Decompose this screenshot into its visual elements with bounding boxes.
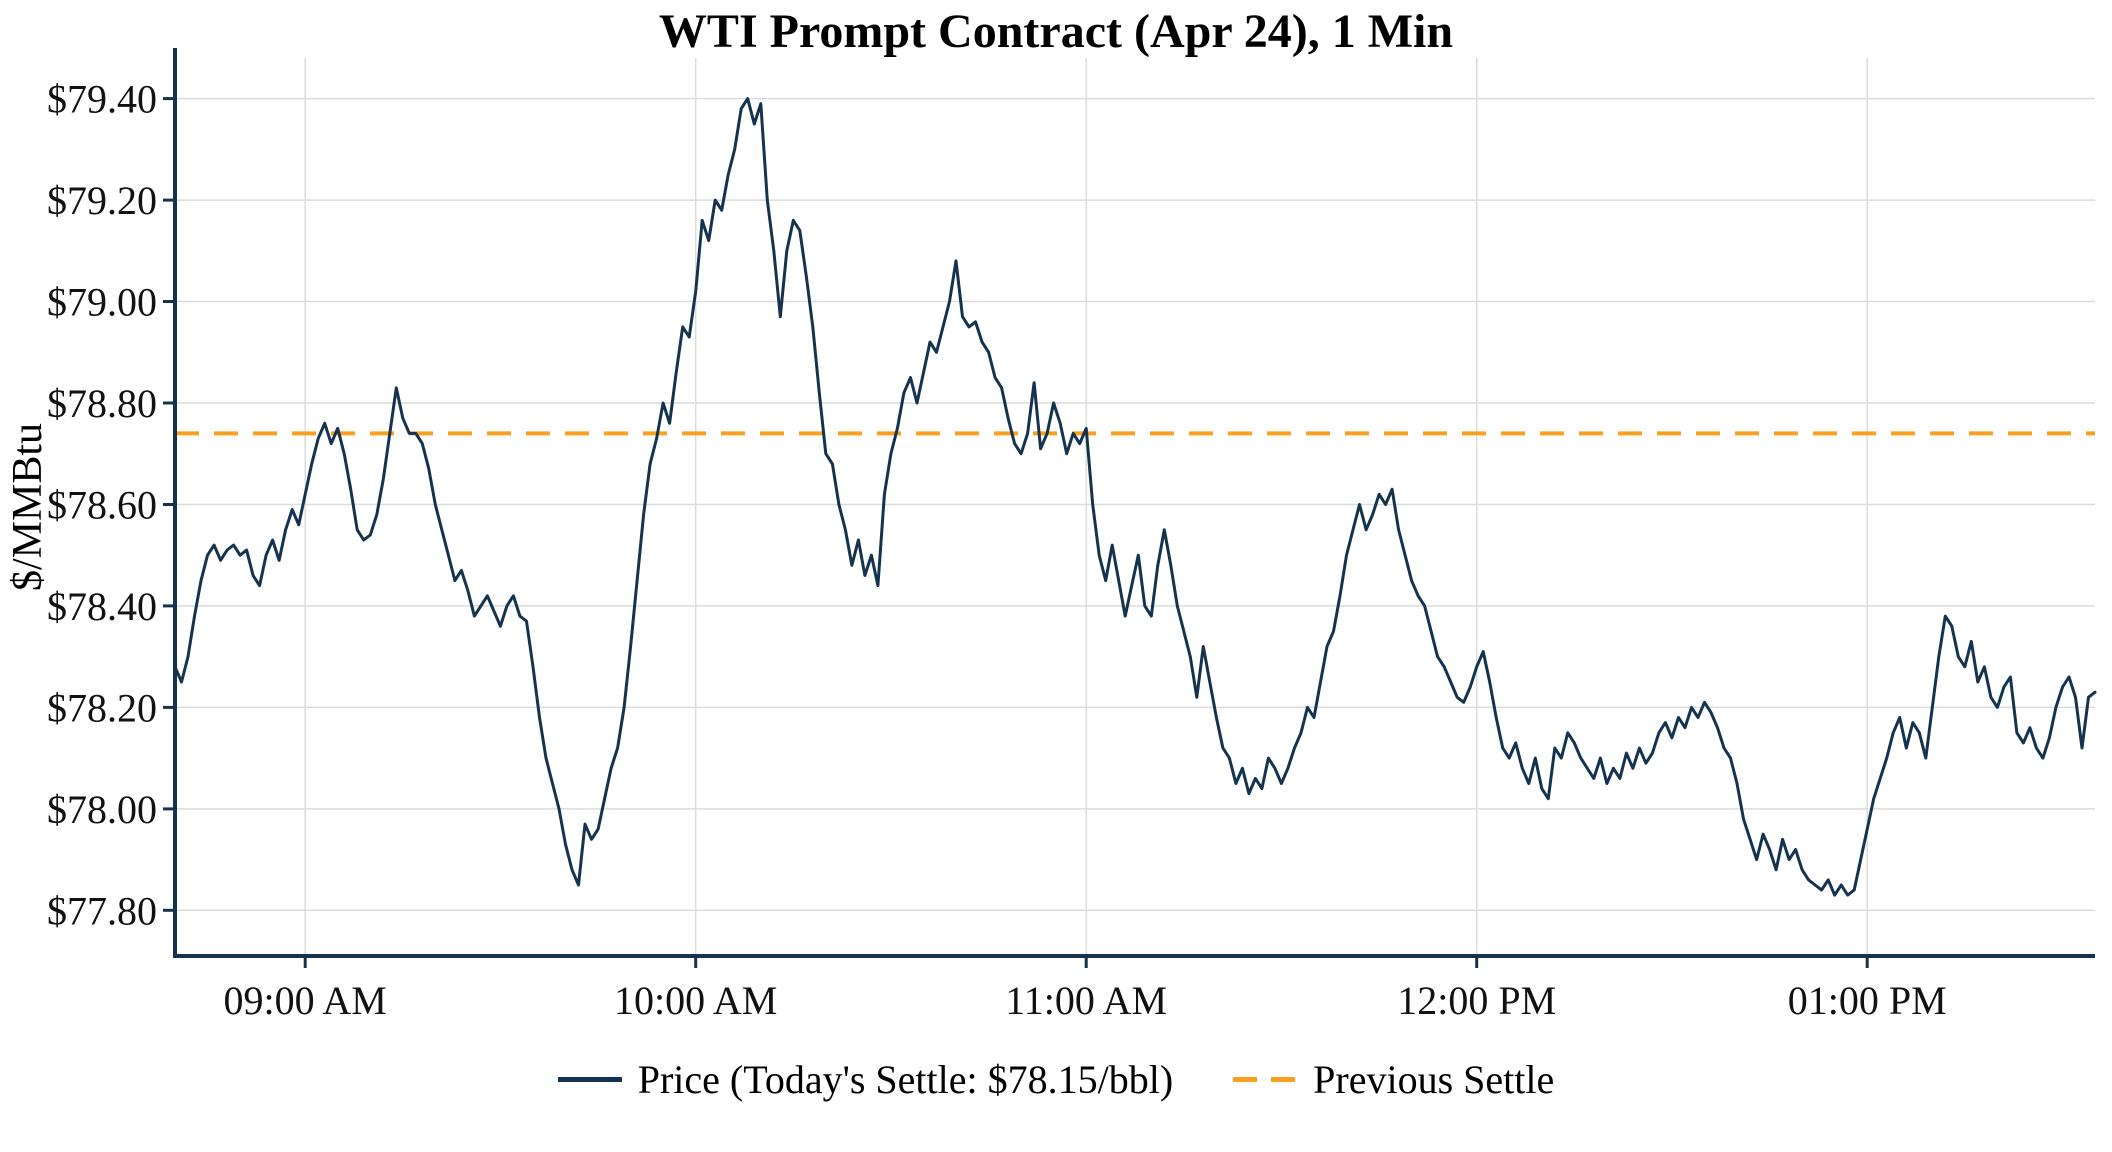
price-chart-svg: $77.80 $78.00 $78.20 $78.40 $78.60 $78.80 $79.… — [47, 48, 2097, 1023]
legend-price-label: Price (Today's Settle: $78.15/bbl) — [637, 1057, 1174, 1102]
y-tick-label: $79.00 — [47, 280, 157, 325]
previous-settle-swatch — [1233, 1077, 1298, 1082]
legend: Price (Today's Settle: $78.15/bbl) Previ… — [0, 1056, 2112, 1103]
x-tick-label: 11:00 AM — [1005, 978, 1167, 1023]
legend-settle-label: Previous Settle — [1313, 1057, 1555, 1102]
y-tick-label: $78.60 — [47, 483, 157, 528]
price-line-swatch — [557, 1077, 622, 1082]
y-tick-label: $79.40 — [47, 77, 157, 122]
x-tick-label: 09:00 AM — [224, 978, 387, 1023]
chart-title: WTI Prompt Contract (Apr 24), 1 Min — [658, 5, 1454, 58]
price-line — [173, 97, 2097, 897]
x-tick-label: 01:00 PM — [1788, 978, 1947, 1023]
x-tick-label: 10:00 AM — [614, 978, 777, 1023]
y-tick-label: $78.80 — [47, 381, 157, 426]
y-tick-label: $78.00 — [47, 787, 157, 832]
x-tick-label: 12:00 PM — [1397, 978, 1556, 1023]
y-tick-label: $78.40 — [47, 584, 157, 629]
y-tick-label: $78.20 — [47, 685, 157, 730]
y-tick-label: $79.20 — [47, 178, 157, 223]
y-tick-label: $77.80 — [47, 888, 157, 933]
